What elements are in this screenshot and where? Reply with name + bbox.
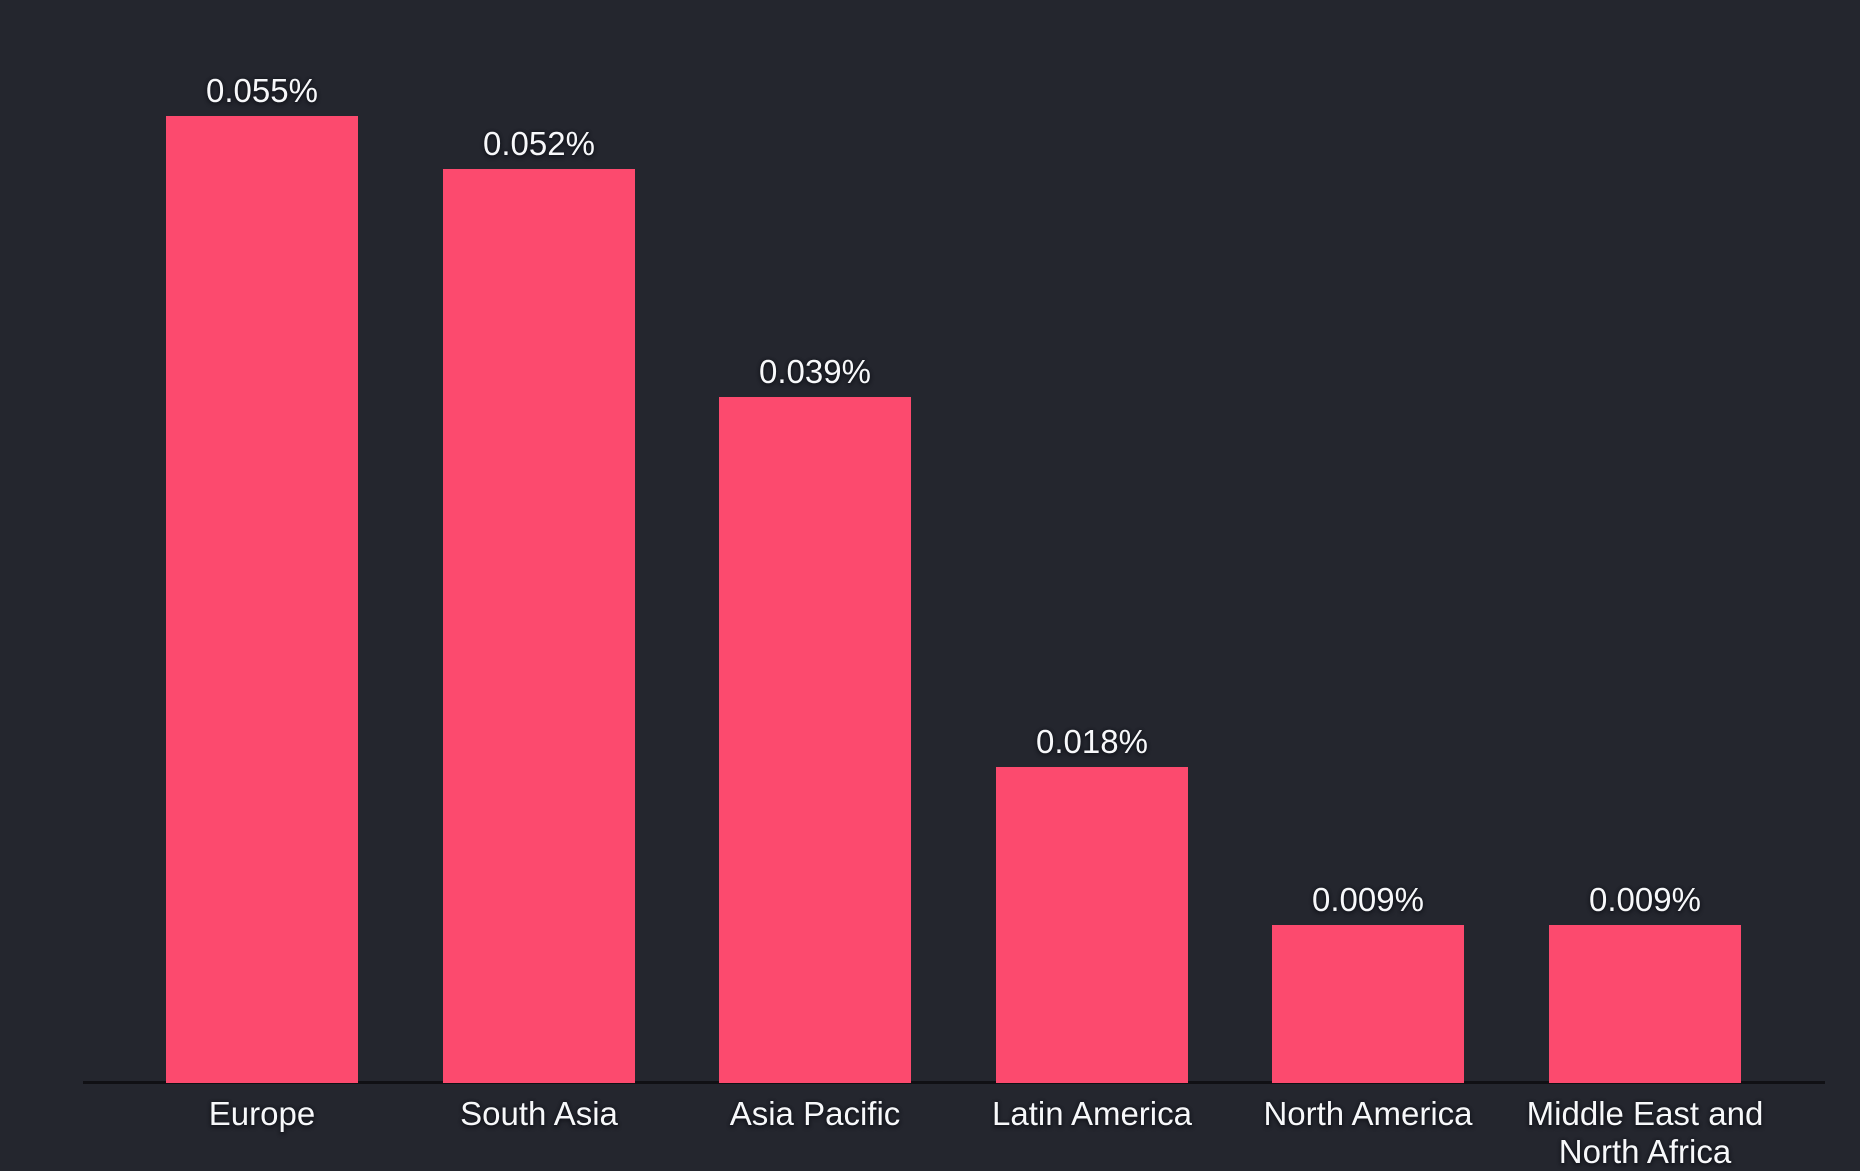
x-axis-line xyxy=(83,1081,1825,1084)
x-axis-tick-label: North America xyxy=(1263,1095,1473,1132)
bar[interactable] xyxy=(443,169,635,1083)
x-axis-tick-label: Asia Pacific xyxy=(729,1095,901,1132)
bar[interactable] xyxy=(1549,925,1741,1083)
bar-value-label: 0.039% xyxy=(759,353,871,390)
bar[interactable] xyxy=(1272,925,1464,1083)
bar[interactable] xyxy=(996,767,1188,1083)
x-axis-tick-label: Latin America xyxy=(992,1095,1192,1132)
bar-value-label: 0.052% xyxy=(483,125,595,162)
bar-value-label: 0.055% xyxy=(206,72,318,109)
bar[interactable] xyxy=(719,397,911,1083)
bar[interactable] xyxy=(166,116,358,1083)
x-axis-tick-label: Europe xyxy=(208,1095,316,1132)
x-axis-tick-label: South Asia xyxy=(460,1095,618,1132)
x-axis-tick-label: Middle East and North Africa xyxy=(1526,1095,1764,1170)
bar-value-label: 0.009% xyxy=(1312,881,1424,918)
bar-value-label: 0.009% xyxy=(1589,881,1701,918)
bar-value-label: 0.018% xyxy=(1036,723,1148,760)
